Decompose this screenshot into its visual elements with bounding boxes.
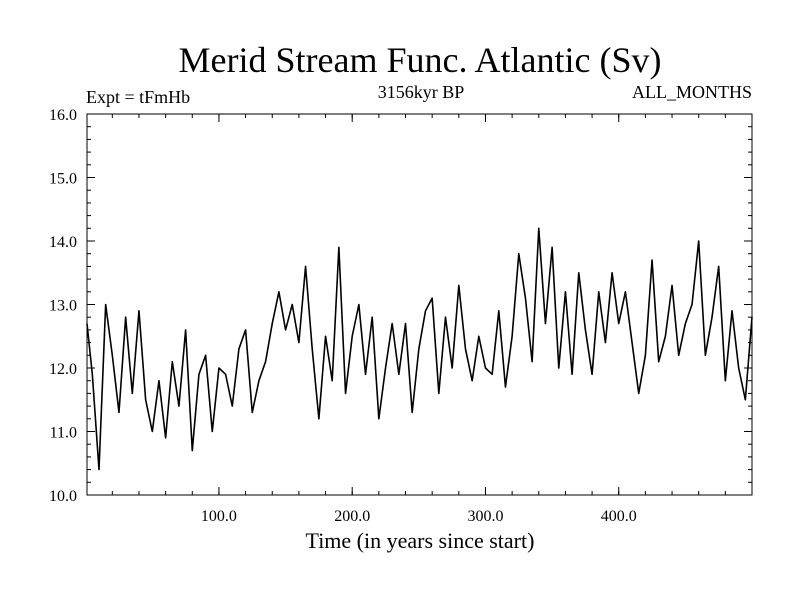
series-group xyxy=(86,227,753,471)
y-tick-label: 15.0 xyxy=(49,171,77,188)
chart-title: Merid Stream Func. Atlantic (Sv) xyxy=(179,40,662,80)
y-tick-label: 12.0 xyxy=(49,361,77,378)
y-tick-label: 13.0 xyxy=(49,298,77,315)
x-tick-label: 100.0 xyxy=(201,508,237,525)
y-tick-label: 10.0 xyxy=(49,488,77,505)
x-axis: 100.0 200.0 300.0 400.0 xyxy=(111,114,726,525)
x-axis-label: Time (in years since start) xyxy=(306,528,535,553)
x-tick-label: 300.0 xyxy=(467,508,503,525)
x-tick-label: 400.0 xyxy=(601,508,637,525)
x-tick-label: 200.0 xyxy=(334,508,370,525)
experiment-label: Expt = tFmHb xyxy=(86,87,190,107)
y-tick-label: 16.0 xyxy=(49,107,77,124)
months-label: ALL_MONTHS xyxy=(632,82,752,102)
y-tick-label: 14.0 xyxy=(49,234,77,251)
period-label: 3156kyr BP xyxy=(378,82,465,102)
y-axis: 10.0 11.0 12.0 13.0 14.0 15.0 16.0 xyxy=(49,107,752,505)
plot-frame xyxy=(86,113,753,496)
y-tick-label: 11.0 xyxy=(50,425,77,442)
series-line xyxy=(86,227,753,471)
